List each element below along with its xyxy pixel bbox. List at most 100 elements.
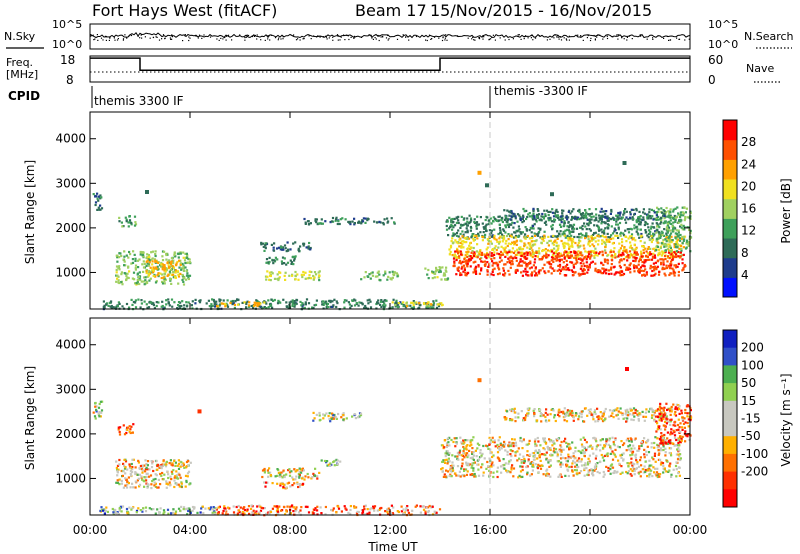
range-gate-cell	[282, 298, 285, 301]
range-gate-cell	[567, 216, 570, 219]
range-gate-cell	[676, 244, 679, 247]
range-gate-cell	[231, 300, 234, 303]
noise-search-dot	[149, 37, 151, 39]
range-gate-cell	[472, 458, 475, 461]
range-gate-cell	[534, 255, 537, 258]
range-gate-cell	[579, 450, 582, 453]
range-gate-cell	[493, 441, 496, 444]
range-gate-cell	[386, 278, 389, 281]
range-gate-cell	[653, 254, 656, 257]
range-gate-cell	[457, 458, 460, 461]
range-gate-cell	[339, 218, 342, 221]
range-gate-cell	[668, 257, 671, 260]
range-gate-cell	[466, 224, 469, 227]
range-gate-cell	[531, 464, 535, 467]
range-gate-cell	[276, 258, 279, 261]
range-gate-cell	[462, 260, 465, 263]
range-gate-cell	[507, 269, 510, 272]
range-gate-cell	[663, 245, 666, 248]
range-gate-cell	[553, 240, 556, 243]
range-gate-cell	[599, 210, 602, 213]
colorbar-tick-label: 20	[741, 179, 756, 193]
range-gate-cell	[572, 460, 575, 463]
range-gate-cell	[136, 479, 139, 482]
noise-search-dot	[586, 37, 588, 39]
range-gate-cell	[466, 247, 470, 250]
colorbar-bin	[723, 179, 737, 200]
range-gate-cell	[668, 249, 671, 252]
range-gate-cell	[292, 242, 295, 245]
range-gate-cell	[528, 229, 531, 232]
range-gate-cell	[328, 299, 331, 302]
range-gate-cell	[595, 448, 598, 451]
range-gate-cell	[553, 247, 556, 250]
range-gate-cell	[667, 210, 670, 213]
range-gate-cell	[198, 301, 202, 304]
range-gate-cell	[555, 249, 558, 252]
range-gate-cell	[496, 252, 499, 255]
noise-search-dot	[246, 34, 248, 36]
range-gate-cell	[599, 215, 602, 218]
noise-search-dot	[652, 37, 654, 39]
range-gate-cell	[459, 436, 462, 439]
range-gate-cell	[667, 251, 671, 254]
range-gate-cell	[652, 262, 655, 265]
noise-search-dot	[353, 37, 355, 39]
range-gate-cell	[553, 447, 556, 450]
range-gate-cell	[519, 465, 522, 468]
range-gate-cell	[681, 258, 684, 261]
range-gate-cell	[543, 209, 546, 212]
range-gate-cell	[658, 233, 661, 236]
range-gate-cell	[128, 250, 131, 254]
range-gate-cell	[646, 223, 649, 226]
range-gate-cell	[632, 467, 635, 471]
noise-search-dot	[197, 37, 199, 39]
range-gate-cell	[615, 214, 618, 217]
range-gate-cell	[595, 218, 598, 222]
range-gate-cell	[648, 459, 651, 462]
range-gate-cell	[163, 280, 166, 283]
range-gate-cell	[594, 463, 597, 466]
range-gate-cell	[469, 441, 472, 444]
range-gate-cell	[311, 306, 314, 309]
range-gate-cell	[652, 218, 655, 221]
noise-search-dot	[130, 34, 133, 37]
range-gate-cell	[577, 241, 580, 245]
range-gate-cell	[208, 305, 211, 308]
range-gate-cell	[390, 217, 393, 220]
range-gate-cell	[148, 468, 151, 471]
range-gate-cell	[615, 471, 618, 474]
range-gate-cell	[386, 217, 389, 220]
noise-search-dot	[220, 37, 222, 39]
range-gate-cell	[142, 266, 146, 269]
range-gate-cell	[554, 214, 557, 217]
range-gate-cell	[127, 266, 130, 269]
range-gate-cell	[581, 449, 584, 452]
range-gate-cell	[94, 401, 97, 405]
range-gate-cell	[662, 445, 665, 448]
range-gate-cell	[556, 237, 559, 240]
range-gate-cell	[492, 454, 495, 457]
range-gate-cell	[555, 215, 558, 218]
range-gate-cell	[614, 455, 617, 458]
range-gate-cell	[524, 255, 527, 258]
range-gate-cell	[410, 301, 413, 304]
range-gate-cell	[180, 461, 183, 464]
range-gate-cell	[655, 471, 659, 474]
range-gate-cell	[548, 239, 551, 243]
range-gate-cell	[658, 226, 661, 229]
range-gate-cell	[672, 221, 675, 224]
range-gate-cell	[293, 302, 296, 305]
range-gate-cell	[302, 244, 305, 247]
range-gate-cell	[488, 443, 491, 446]
range-gate-cell	[556, 451, 559, 454]
range-gate-cell	[300, 273, 303, 276]
range-gate-cell	[161, 282, 165, 285]
range-gate-cell	[525, 217, 528, 221]
range-gate-cell	[585, 449, 588, 452]
range-gate-cell	[681, 228, 684, 231]
range-gate-cell	[584, 213, 587, 216]
range-gate-cell	[442, 475, 445, 478]
range-gate-cell	[665, 240, 668, 243]
range-gate-cell	[625, 420, 628, 423]
